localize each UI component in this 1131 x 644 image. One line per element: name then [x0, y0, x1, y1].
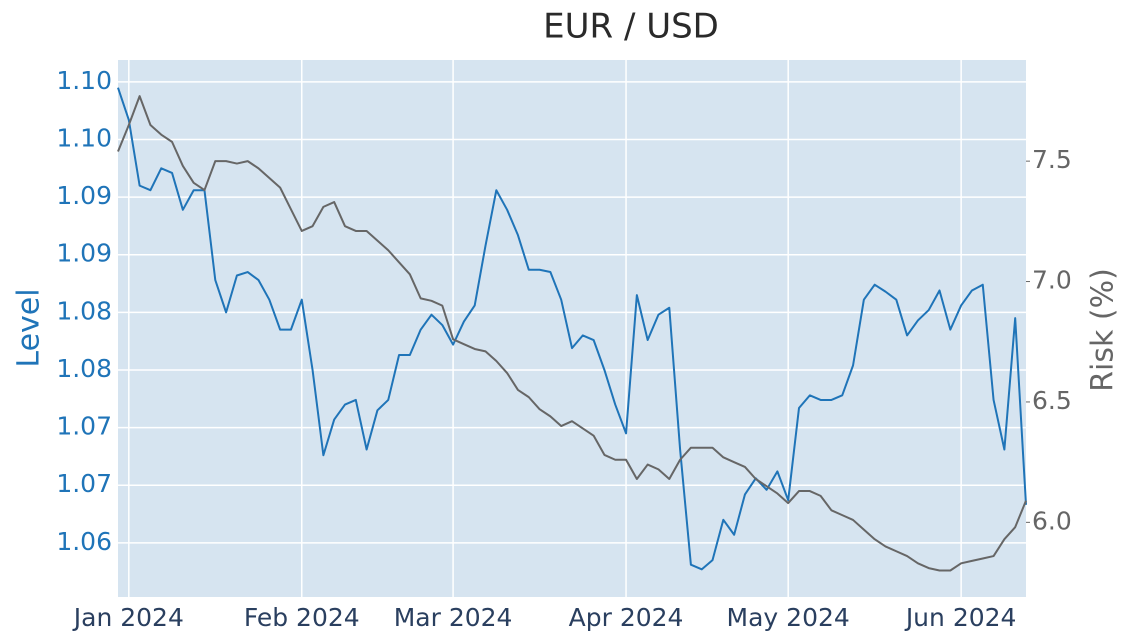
y-tick-label: 1.07 [56, 412, 112, 441]
series-line [117, 95, 1027, 572]
chart-title: EUR / USD [543, 7, 719, 47]
y2-tick-label: 7.5 [1032, 145, 1072, 174]
y-tick-label: 1.06 [56, 527, 112, 556]
y-tick-label: 1.08 [56, 296, 112, 325]
y2-tick-label: 6.0 [1032, 506, 1072, 535]
x-tick-label: Jan 2024 [72, 603, 184, 632]
y2-tick-label: 6.5 [1032, 386, 1072, 415]
y-tick-label: 1.07 [56, 469, 112, 498]
series-line [117, 87, 1027, 571]
y-tick-label: 1.09 [56, 239, 112, 268]
x-tick-label: Apr 2024 [569, 603, 684, 632]
y-tick-label: 1.10 [56, 66, 112, 95]
y-tick-label: 1.09 [56, 181, 112, 210]
x-tick-label: Feb 2024 [244, 603, 360, 632]
plot-area [118, 60, 1026, 597]
y-tick-label: 1.08 [56, 354, 112, 383]
x-tick-label: May 2024 [727, 603, 850, 632]
y-axis-label: Level [12, 288, 47, 367]
x-tick-label: Mar 2024 [394, 603, 513, 632]
y-tick-label: 1.10 [56, 124, 112, 153]
x-tick-label: Jun 2024 [904, 603, 1017, 632]
y2-tick-label: 7.0 [1032, 266, 1072, 295]
y2-axis-label: Risk (%) [1086, 268, 1121, 392]
